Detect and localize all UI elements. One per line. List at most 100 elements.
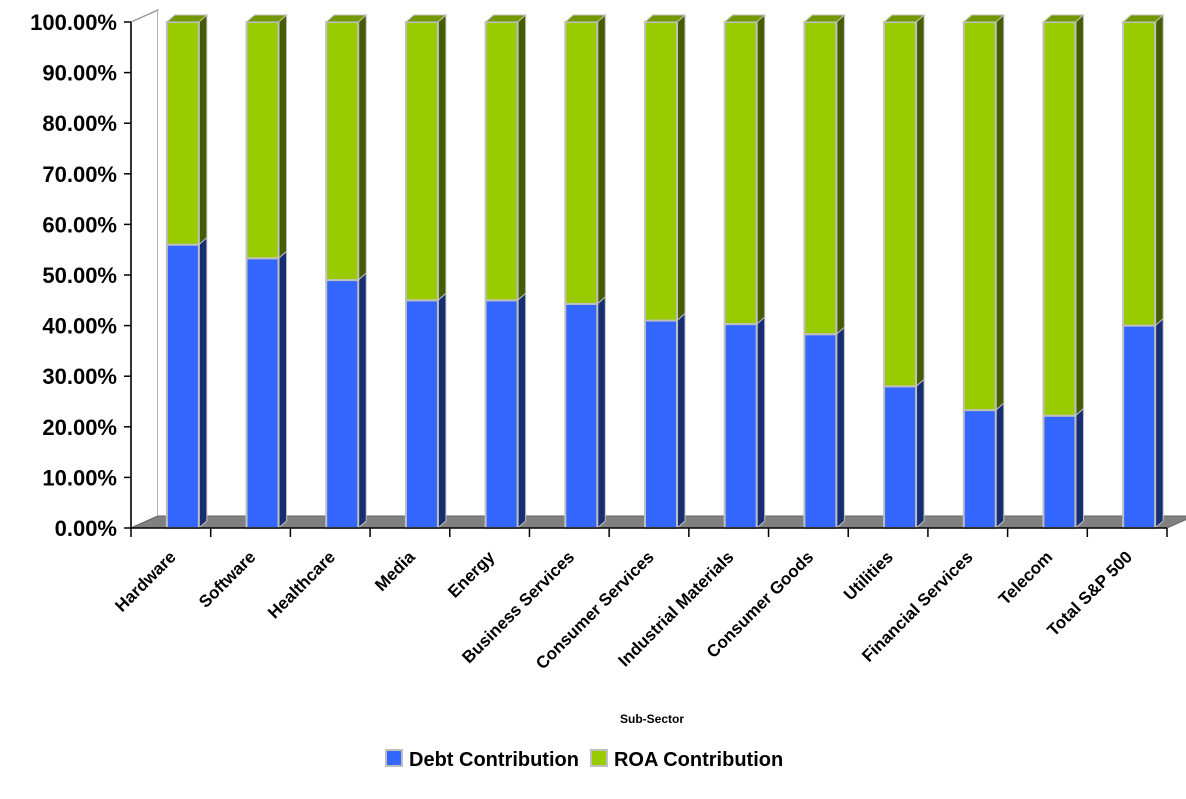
bar-front xyxy=(962,21,997,412)
y-tick-label: 10.00% xyxy=(42,465,117,490)
bar-side xyxy=(437,292,447,530)
bar-front xyxy=(803,333,838,529)
bar-top xyxy=(1042,14,1085,23)
bar-segment-debt xyxy=(1122,317,1164,530)
bar-front xyxy=(803,21,838,336)
bar-side xyxy=(1154,317,1164,530)
bar-side xyxy=(915,378,925,530)
bar-front xyxy=(165,21,200,246)
bar-front xyxy=(723,323,758,529)
y-tick-label: 100.00% xyxy=(30,10,117,35)
bar-segment-roa xyxy=(882,13,926,388)
bar-top xyxy=(962,14,1006,23)
bar-top xyxy=(563,14,607,23)
bar-side xyxy=(1154,13,1164,327)
bar-top xyxy=(643,14,687,23)
bar-segment-roa xyxy=(563,13,607,305)
legend-swatch xyxy=(385,749,403,767)
bar-segment-debt xyxy=(962,402,1005,530)
bar-top xyxy=(803,14,846,23)
bar-segment-debt xyxy=(1042,407,1084,530)
bar-front xyxy=(325,279,360,529)
bar-top xyxy=(245,14,288,23)
bar-segment-roa xyxy=(245,13,288,260)
bar-front xyxy=(564,21,599,305)
bar-side xyxy=(995,13,1005,412)
bar-side xyxy=(278,250,288,530)
bar-front xyxy=(962,409,997,529)
x-category-label: Energy xyxy=(444,547,499,602)
x-category-label: Utilities xyxy=(840,547,897,604)
bar-front xyxy=(484,21,519,302)
bar-side xyxy=(596,13,606,305)
bar-top xyxy=(324,14,368,23)
bar-segment-debt xyxy=(325,271,367,530)
bar-segment-debt xyxy=(165,236,208,530)
bar-top xyxy=(165,14,209,23)
bar-front xyxy=(404,21,439,302)
y-tick-label: 0.00% xyxy=(55,516,117,541)
bar-side xyxy=(676,312,686,530)
bar-segment-roa xyxy=(803,13,846,336)
legend-label: Debt Contribution xyxy=(409,749,579,771)
x-category-label: Media xyxy=(371,547,419,595)
legend-swatch xyxy=(589,749,608,767)
y-tick-label: 50.00% xyxy=(42,263,117,288)
y-tick-label: 30.00% xyxy=(42,364,117,389)
bar-front xyxy=(245,257,280,529)
legend-label: ROA Contribution xyxy=(614,749,783,771)
y-tick-label: 60.00% xyxy=(42,212,117,237)
bar-segment-roa xyxy=(723,13,767,326)
bar-front xyxy=(1042,414,1077,529)
bar-side xyxy=(596,295,606,530)
bar-front xyxy=(165,243,200,529)
bar-front xyxy=(1122,21,1157,327)
y-tick-label: 80.00% xyxy=(42,111,117,136)
x-category-label: Telecom xyxy=(995,547,1056,608)
y-tick-label: 20.00% xyxy=(42,415,117,440)
bar-side xyxy=(357,271,367,530)
bar-side xyxy=(756,13,766,326)
bar-side xyxy=(198,236,208,530)
bar-segment-roa xyxy=(484,13,527,302)
bar-side xyxy=(517,13,527,302)
bar-side xyxy=(1074,407,1084,530)
y-tick-label: 90.00% xyxy=(42,61,117,86)
bar-segment-debt xyxy=(803,326,845,530)
bar-segment-roa xyxy=(962,13,1006,412)
bar-side xyxy=(357,13,367,282)
bar-side xyxy=(756,315,766,530)
bar-side xyxy=(437,13,447,302)
bar-group xyxy=(165,13,1165,530)
bar-side xyxy=(995,402,1005,530)
bar-side xyxy=(517,292,527,530)
bar-side xyxy=(1074,13,1084,417)
bar-top xyxy=(484,14,527,23)
bar-segment-debt xyxy=(245,250,288,530)
bar-segment-roa xyxy=(324,13,368,282)
y-tick-label: 40.00% xyxy=(42,314,117,339)
bar-front xyxy=(325,21,360,282)
bar-front xyxy=(644,21,678,322)
bar-segment-debt xyxy=(883,378,925,530)
bar-front xyxy=(1122,324,1157,529)
legend-item-debt: Debt Contribution xyxy=(385,749,579,771)
bar-top xyxy=(723,14,767,23)
x-category-label: Hardware xyxy=(111,547,179,615)
bar-segment-debt xyxy=(564,295,606,530)
bar-front xyxy=(484,299,519,529)
bar-side xyxy=(915,13,925,388)
x-category-label: Healthcare xyxy=(264,547,339,622)
bar-front xyxy=(883,21,918,388)
bar-front xyxy=(723,21,758,326)
y-axis: 0.00% 10.00% 20.00% 30.00% 40.00% 50.00% 60.00… xyxy=(30,10,132,541)
bar-front xyxy=(564,302,599,530)
x-axis: Hardware Software Healthcare Media EnergyBus… xyxy=(111,527,1168,673)
bar-side xyxy=(835,326,845,530)
bar-top xyxy=(1121,14,1165,23)
bar-side xyxy=(676,13,686,322)
x-category-label: Software xyxy=(195,547,259,611)
bar-front xyxy=(1042,21,1077,417)
